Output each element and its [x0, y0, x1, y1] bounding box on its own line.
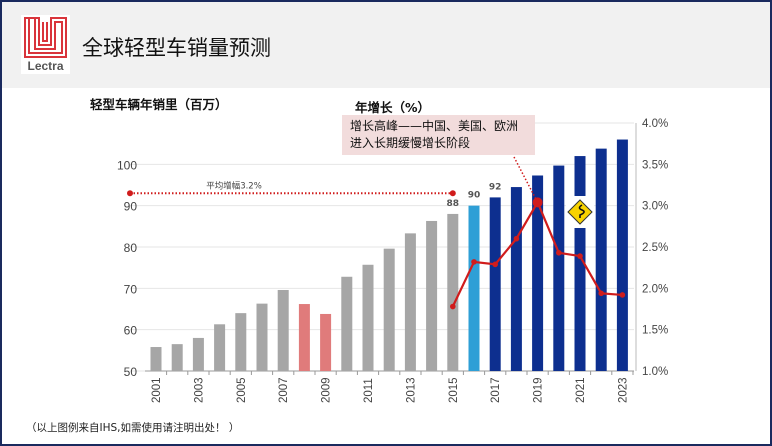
growth-point-2017 [492, 261, 499, 268]
growth-point-2022 [598, 290, 604, 297]
data-label: 88 [447, 199, 460, 209]
bar-2019 [532, 175, 544, 371]
bar-2010 [341, 276, 353, 371]
x-tick-label: 2011 [363, 378, 375, 403]
bar-2021 [574, 156, 586, 371]
growth-point-2019 [532, 197, 543, 208]
average-line-end-dot [449, 190, 456, 197]
x-tick-label: 2021 [575, 377, 587, 403]
lectra-logo: Lectra [21, 15, 70, 74]
growth-point-2018 [513, 235, 520, 242]
right-tick-label: 2.5% [642, 242, 668, 254]
x-tick-label: 2017 [490, 377, 502, 403]
left-tick-label: 50 [124, 365, 138, 379]
average-line-start-dot [127, 190, 133, 197]
x-tick-label: 2001 [151, 377, 163, 403]
bar-2011 [362, 264, 374, 371]
x-tick-label: 2003 [193, 377, 205, 403]
right-tick-label: 4.0% [642, 118, 668, 130]
bar-2005 [235, 313, 247, 371]
bar-2006 [256, 303, 268, 371]
right-tick-label: 1.0% [642, 366, 668, 378]
winding-road-arrow-icon [578, 204, 585, 218]
annotation-box: 增长高峰——中国、美国、欧洲 进入长期缓慢增长阶段 [342, 115, 535, 155]
bar-2023 [616, 139, 628, 371]
data-label: 90 [468, 191, 481, 201]
growth-point-2023 [619, 292, 626, 298]
growth-point-2016 [471, 259, 477, 265]
left-axis-label: 轻型车辆年销里（百万） [90, 97, 228, 112]
left-tick-label: 80 [124, 241, 138, 255]
x-tick-label: 2015 [448, 377, 460, 403]
bar-2014 [426, 220, 438, 371]
bar-2018 [510, 187, 522, 371]
right-tick-label: 1.5% [642, 325, 668, 337]
header: Lectra 全球轻型车销量预测 [2, 2, 770, 88]
right-axis-label: 年增长（%） [355, 100, 431, 115]
bar-2015 [447, 213, 459, 371]
bar-2013 [404, 233, 416, 371]
growth-point-2015 [450, 303, 456, 310]
x-tick-label: 2009 [321, 377, 333, 403]
bar-2001 [150, 347, 162, 371]
annotation-line1: 增长高峰——中国、美国、欧洲 [350, 119, 519, 133]
average-growth-label: 平均增幅3.2% [206, 180, 262, 191]
bar-2009 [320, 313, 332, 371]
right-tick-label: 3.5% [642, 159, 668, 171]
winding-road-sign-icon [567, 199, 593, 225]
bar-2022 [595, 148, 607, 371]
left-tick-label: 60 [124, 324, 138, 338]
x-tick-label: 2007 [278, 377, 290, 403]
annotation-line2: 进入长期缓慢增长阶段 [350, 136, 471, 150]
bar-2012 [383, 248, 395, 371]
footnote: （以上图例来自IHS,如需使用请注明出处！ ） [26, 422, 240, 434]
bar-2002 [171, 344, 183, 371]
bar-2004 [214, 324, 226, 371]
bar-2008 [298, 304, 310, 371]
x-tick-label: 2019 [533, 377, 545, 403]
logo-text: Lectra [27, 59, 64, 73]
bar-2016 [468, 205, 480, 371]
left-tick-label: 70 [124, 282, 138, 296]
right-tick-label: 2.0% [642, 283, 668, 295]
x-tick-label: 2013 [405, 377, 417, 403]
bar-2020 [553, 165, 565, 371]
bar-2007 [277, 289, 289, 371]
growth-point-2020 [556, 249, 562, 256]
bar-2003 [192, 337, 204, 371]
bar-2017 [489, 197, 501, 371]
right-tick-label: 3.0% [642, 201, 668, 213]
page-title: 全球轻型车销量预测 [82, 36, 271, 60]
logo-mark-icon [24, 17, 67, 58]
x-tick-label: 2005 [236, 377, 248, 403]
left-tick-label: 90 [124, 200, 138, 214]
data-label: 92 [489, 182, 502, 192]
x-tick-label: 2023 [617, 377, 629, 403]
annotation-pointer [513, 156, 539, 203]
growth-point-2021 [577, 253, 583, 259]
left-tick-label: 100 [117, 158, 137, 172]
